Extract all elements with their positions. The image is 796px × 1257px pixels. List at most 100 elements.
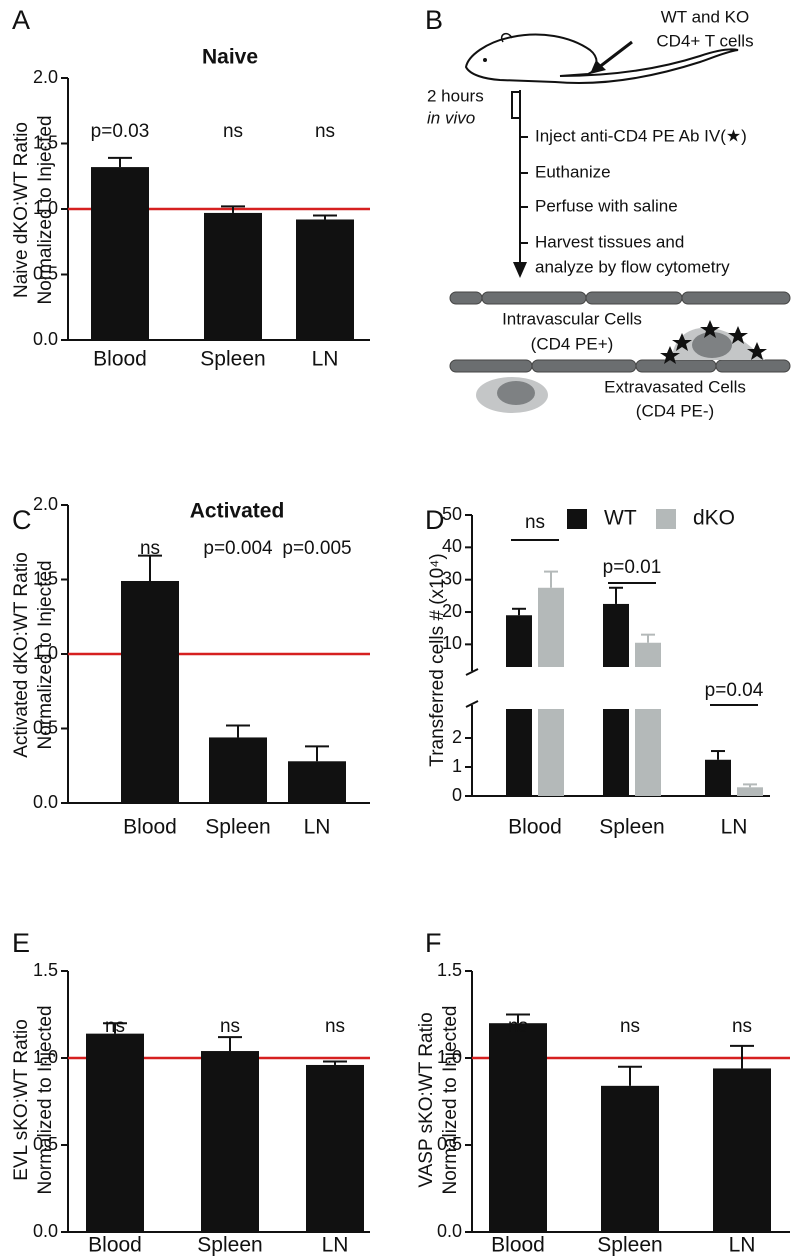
step: Harvest tissues and <box>535 232 684 251</box>
bar-part <box>705 759 731 796</box>
mouse-label: CD4+ T cells <box>656 31 753 50</box>
y-tick-label: 20 <box>442 601 462 621</box>
vessel-label: (CD4 PE+) <box>531 334 614 353</box>
legend-swatch <box>656 509 676 529</box>
annotation: ns <box>508 1016 528 1037</box>
bar-part <box>506 709 532 796</box>
bar <box>296 219 354 340</box>
step: Perfuse with saline <box>535 196 678 215</box>
error-bar <box>103 1022 127 1034</box>
annotation: p=0.004 <box>203 538 273 559</box>
y-tick-label: 1.0 <box>437 1047 462 1067</box>
x-tick-label: Spleen <box>200 348 265 371</box>
bar-part <box>538 587 564 667</box>
bar <box>635 642 661 796</box>
mouse <box>464 33 739 85</box>
y-axis-label: Normalized to Injected <box>440 1005 461 1194</box>
stars <box>660 320 767 364</box>
panel-label: A <box>12 5 30 35</box>
y-tick-label: 0.5 <box>33 717 58 737</box>
arrow-head <box>590 60 606 74</box>
annotation: ns <box>220 1016 240 1037</box>
annotation: ns <box>325 1016 345 1037</box>
bar-part <box>538 709 564 796</box>
y-tick-label: 1.0 <box>33 1047 58 1067</box>
y-tick-label: 0.0 <box>437 1221 462 1241</box>
legend-label: dKO <box>693 507 735 530</box>
x-tick-label: Spleen <box>197 1234 262 1257</box>
bar <box>288 761 346 803</box>
y-tick-label: 1.5 <box>33 132 58 152</box>
step: Euthanize <box>535 162 611 181</box>
x-tick-label: Spleen <box>599 816 664 839</box>
y-tick-label: 0.5 <box>437 1134 462 1154</box>
bar <box>506 615 532 796</box>
annotation: ns <box>223 121 243 142</box>
legend-label: WT <box>604 507 637 530</box>
x-tick-label: Blood <box>93 348 147 371</box>
mouse-eye <box>483 58 487 62</box>
bar <box>737 787 763 796</box>
bar <box>121 580 179 803</box>
bar-part <box>603 603 629 667</box>
panel-label: C <box>12 505 32 535</box>
y-tick-label: 1.5 <box>437 960 462 980</box>
bar <box>489 1023 547 1232</box>
bar-part <box>635 642 661 667</box>
bar <box>705 759 731 796</box>
x-tick-label: Blood <box>491 1234 545 1257</box>
bar <box>209 737 267 803</box>
error-bar <box>305 745 329 762</box>
y-tick-label: 1.0 <box>33 198 58 218</box>
y-tick-label: 2 <box>452 727 462 747</box>
x-tick-label: LN <box>721 816 748 839</box>
error-bar <box>544 570 558 588</box>
x-tick-label: LN <box>312 348 339 371</box>
arrow <box>597 40 633 70</box>
bar <box>306 1064 364 1232</box>
x-tick-label: Spleen <box>205 816 270 839</box>
error-bar <box>711 750 725 760</box>
mouse-ear <box>500 32 513 43</box>
y-tick-label: 2.0 <box>33 494 58 514</box>
error-bar <box>226 724 250 738</box>
y-tick-label: 0.0 <box>33 329 58 349</box>
chart-title: Naive <box>202 46 258 69</box>
bar <box>538 587 564 796</box>
annotation: p=0.005 <box>282 538 351 559</box>
bar-part <box>635 709 661 796</box>
annotation: ns <box>620 1016 640 1037</box>
annotation: ns <box>525 512 545 533</box>
panel-label: E <box>12 928 30 958</box>
y-axis-label: Normalized to Injected <box>35 1005 56 1194</box>
y-tick-label: 1.5 <box>33 960 58 980</box>
time-label: in vivo <box>427 108 475 127</box>
annotation: ns <box>105 1016 125 1037</box>
legend-swatch <box>567 509 587 529</box>
error-bar <box>618 1065 642 1086</box>
bar-part <box>737 787 763 796</box>
y-tick-label: 0.5 <box>33 1134 58 1154</box>
x-tick-label: LN <box>322 1234 349 1257</box>
panel-label: D <box>425 505 445 535</box>
y-tick-label: 0 <box>452 785 462 805</box>
y-tick-label: 40 <box>442 536 462 556</box>
error-bar <box>323 1060 347 1065</box>
error-bar <box>108 156 132 168</box>
y-axis-label: EVL sKO:WT Ratio <box>11 1019 32 1181</box>
mouse-label: WT and KO <box>661 7 750 26</box>
diagram: B WT and KO CD4+ T cells 2 hours in vivo… <box>425 5 791 420</box>
annotation: p=0.03 <box>91 121 150 142</box>
time-label: 2 hours <box>427 86 484 105</box>
error-bar <box>743 783 757 788</box>
timeline-head <box>513 262 527 278</box>
panel-label: F <box>425 928 442 958</box>
error-bar <box>609 586 623 604</box>
bar <box>603 603 629 796</box>
vessel <box>449 291 791 373</box>
vessel-label: Extravasated Cells <box>604 377 746 396</box>
vessel-label: (CD4 PE-) <box>636 401 714 420</box>
error-bar <box>313 214 337 220</box>
error-bar <box>138 554 162 581</box>
